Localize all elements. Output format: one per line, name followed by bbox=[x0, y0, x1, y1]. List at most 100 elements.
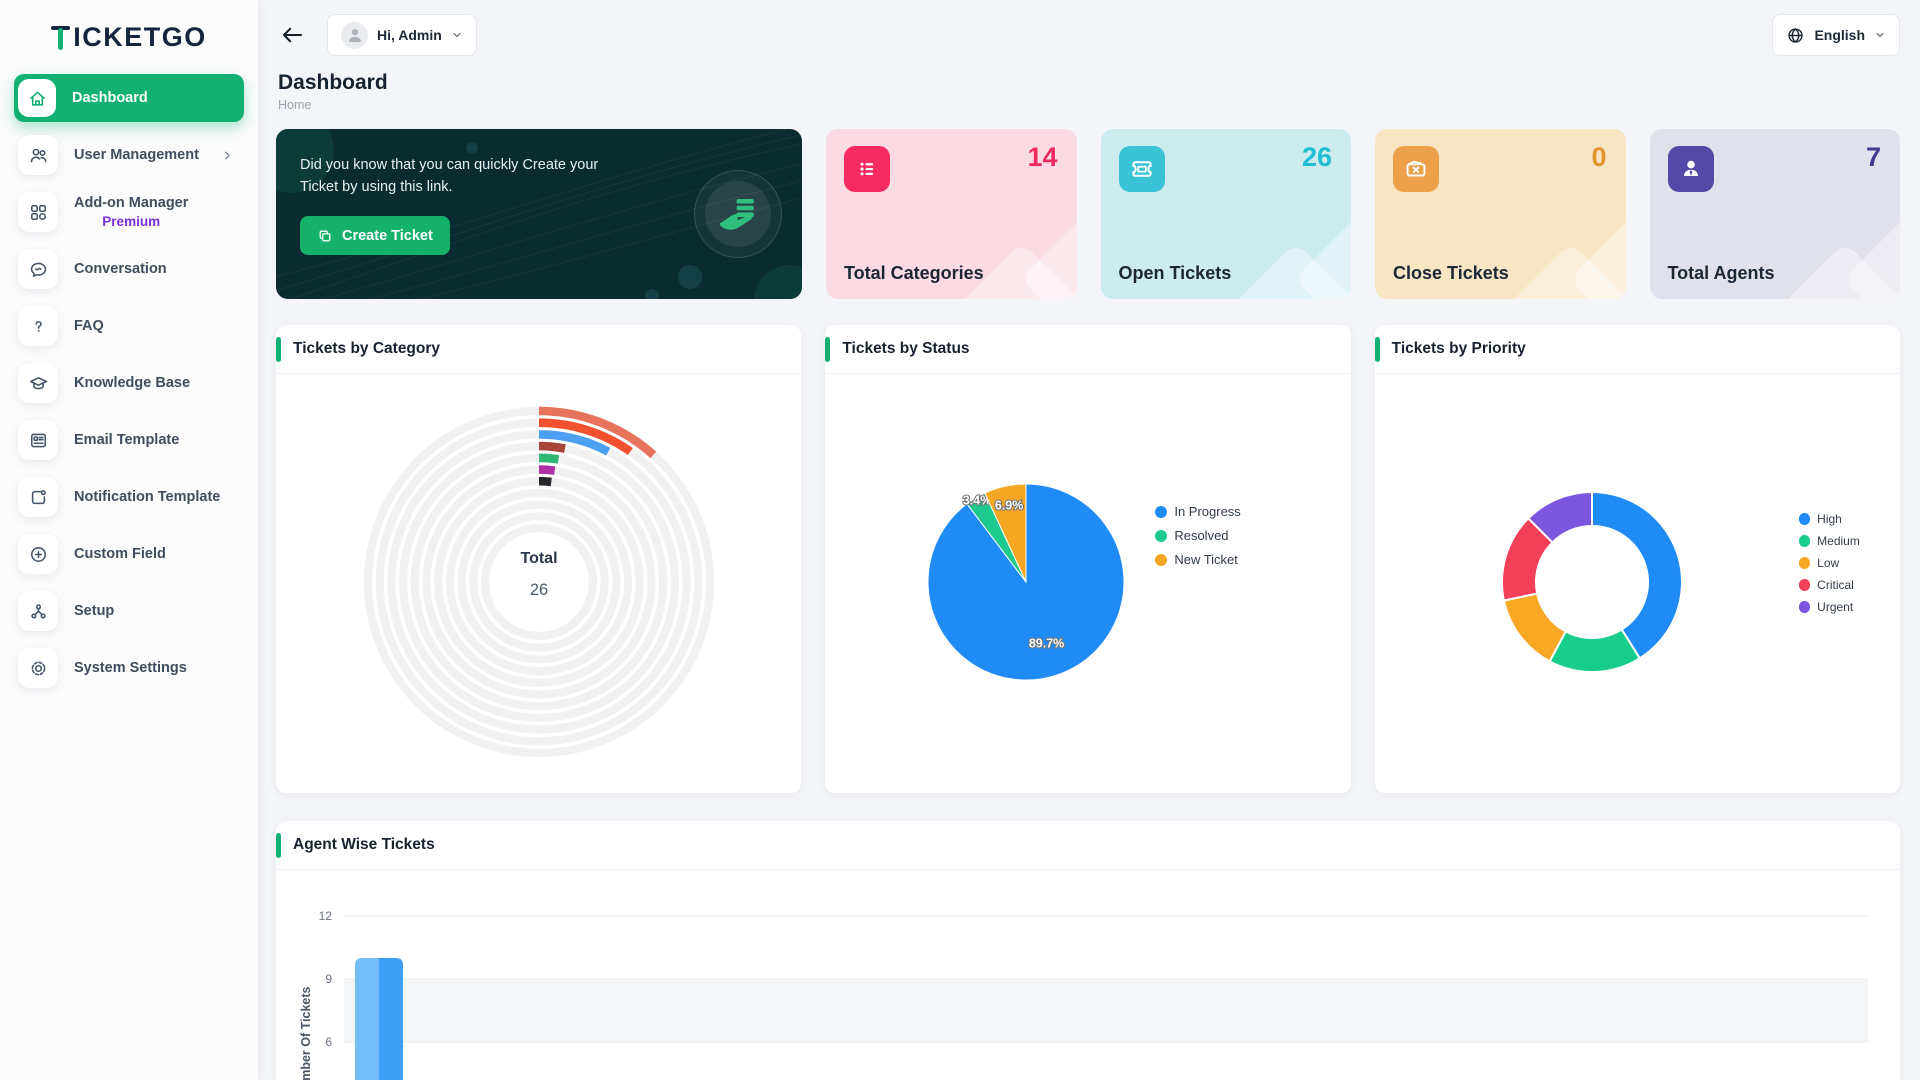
sidebar-item-label: Notification Template bbox=[74, 488, 221, 505]
stat-label: Close Tickets bbox=[1393, 263, 1509, 283]
breadcrumb[interactable]: Home bbox=[278, 98, 312, 112]
logo-text: ICKETGO bbox=[73, 21, 207, 52]
banner-decoration bbox=[276, 129, 802, 299]
notification-icon bbox=[31, 489, 46, 504]
card-decoration bbox=[1294, 194, 1351, 299]
sidebar-item-addon-manager[interactable]: Add-on Manager Premium bbox=[14, 188, 244, 236]
priority-legend: High Medium Low Critical Urgent bbox=[1798, 512, 1860, 622]
gear-icon-box bbox=[18, 648, 58, 688]
legend-item: In Progress bbox=[1155, 504, 1241, 519]
stat-label: Total Agents bbox=[1667, 263, 1775, 283]
create-ticket-button[interactable]: Create Ticket bbox=[300, 216, 450, 255]
sidebar-item-system-settings[interactable]: System Settings bbox=[14, 644, 244, 692]
sidebar-item-label: Email Template bbox=[74, 431, 180, 448]
svg-text:6.9%: 6.9% bbox=[995, 498, 1024, 512]
legend-item: Low bbox=[1798, 556, 1860, 570]
home-icon-box bbox=[18, 79, 56, 117]
sidebar-item-custom-field[interactable]: Custom Field bbox=[14, 530, 244, 578]
grid-icon bbox=[30, 204, 46, 220]
agent-icon bbox=[1667, 146, 1714, 192]
legend-label: Critical bbox=[1817, 578, 1854, 592]
legend-item: Critical bbox=[1798, 578, 1860, 592]
legend-dot bbox=[1798, 557, 1811, 569]
card-accent-bar bbox=[276, 833, 281, 858]
tickets-by-priority-chart: High Medium Low Critical Urgent bbox=[1375, 374, 1900, 793]
sidebar-item-label: Dashboard bbox=[72, 89, 148, 106]
sidebar-item-sublabel: Premium bbox=[102, 213, 161, 229]
plus-circle-icon bbox=[30, 546, 46, 562]
hub-icon-box bbox=[18, 591, 58, 631]
user-menu-button[interactable]: Hi, Admin bbox=[327, 14, 477, 56]
legend-label: Urgent bbox=[1817, 600, 1854, 614]
agent-wise-tickets-chart: 129630Number Of Tickets bbox=[276, 870, 1900, 1080]
main-content: Hi, Admin English Dashboard Home bbox=[258, 0, 1920, 1080]
summary-row: Did you know that you can quickly Create… bbox=[276, 129, 1900, 299]
card-tickets-by-priority: Tickets by Priority High Medium Low Critica… bbox=[1374, 325, 1900, 793]
card-decoration bbox=[1843, 194, 1900, 299]
legend-dot bbox=[1798, 579, 1811, 591]
stat-card-close-tickets: 0 Close Tickets bbox=[1375, 129, 1626, 299]
sidebar-item-label: Setup bbox=[74, 602, 115, 619]
ticket-icon bbox=[1118, 146, 1165, 192]
legend-item: Resolved bbox=[1155, 528, 1240, 543]
svg-text:12: 12 bbox=[319, 909, 333, 923]
home-icon bbox=[29, 91, 45, 106]
banner-message: Did you know that you can quickly Create… bbox=[300, 157, 599, 196]
sidebar-item-notification-template[interactable]: Notification Template bbox=[14, 473, 244, 521]
svg-text:3.4%: 3.4% bbox=[963, 493, 992, 507]
card-accent-bar bbox=[276, 337, 281, 362]
card-title: Tickets by Status bbox=[842, 340, 970, 357]
chat-icon bbox=[30, 262, 46, 277]
chevron-right-icon bbox=[225, 151, 230, 159]
back-button[interactable] bbox=[276, 20, 309, 50]
sidebar-item-faq[interactable]: FAQ bbox=[14, 302, 244, 350]
hub-icon bbox=[30, 603, 46, 618]
legend-label: In Progress bbox=[1174, 504, 1241, 519]
svg-text:6: 6 bbox=[325, 1035, 332, 1049]
legend-label: Medium bbox=[1817, 534, 1860, 548]
sidebar-menu: Dashboard User Management Add-on Manager Pr… bbox=[14, 74, 244, 692]
card-decoration bbox=[1568, 194, 1626, 299]
legend-dot bbox=[1798, 513, 1811, 525]
question-icon-box bbox=[18, 306, 58, 346]
app-logo: ICKETGO bbox=[14, 14, 244, 60]
card-accent-bar bbox=[1374, 337, 1380, 362]
sidebar-item-email-template[interactable]: Email Template bbox=[14, 416, 244, 464]
avatar bbox=[341, 21, 368, 49]
users-icon bbox=[30, 148, 46, 162]
stat-card-total-categories: 14 Total Categories bbox=[826, 129, 1077, 299]
stat-card-total-agents: 7 Total Agents bbox=[1649, 129, 1900, 299]
sidebar-item-dashboard[interactable]: Dashboard bbox=[14, 74, 244, 122]
user-menu-label: Hi, Admin bbox=[377, 27, 442, 43]
template-icon bbox=[30, 433, 46, 447]
grid-icon-box bbox=[18, 192, 58, 232]
status-legend: In Progress Resolved New Ticket bbox=[1155, 504, 1241, 576]
legend-item: Medium bbox=[1798, 534, 1860, 548]
sidebar-item-knowledge-base[interactable]: Knowledge Base bbox=[14, 359, 244, 407]
template-icon-box bbox=[18, 420, 58, 460]
legend-label: Resolved bbox=[1174, 528, 1229, 543]
sidebar-item-label: System Settings bbox=[74, 659, 187, 676]
sidebar-item-conversation[interactable]: Conversation bbox=[14, 245, 244, 293]
sidebar-item-label: Conversation bbox=[74, 260, 167, 277]
legend-item: High bbox=[1798, 512, 1860, 526]
legend-label: High bbox=[1817, 512, 1842, 526]
copy-icon bbox=[319, 230, 331, 241]
language-switcher[interactable]: English bbox=[1772, 14, 1900, 56]
chat-icon-box bbox=[18, 249, 58, 289]
tickets-by-category-chart: Total 26 bbox=[276, 374, 801, 793]
question-icon bbox=[34, 320, 42, 332]
card-tickets-by-status: Tickets by Status 89.7% 3.4% 6.9% In Progr… bbox=[825, 325, 1351, 793]
legend-item: Urgent bbox=[1798, 600, 1860, 614]
globe-icon bbox=[1788, 27, 1804, 43]
sidebar-item-setup[interactable]: Setup bbox=[14, 587, 244, 635]
sidebar-item-label: User Management bbox=[74, 146, 199, 163]
stat-card-open-tickets: 26 Open Tickets bbox=[1100, 129, 1351, 299]
stat-label: Open Tickets bbox=[1118, 263, 1232, 283]
sidebar-item-user-management[interactable]: User Management bbox=[14, 131, 244, 179]
hand-ticket-icon bbox=[694, 170, 782, 258]
card-title: Agent Wise Tickets bbox=[293, 836, 435, 853]
chevron-down-icon bbox=[1876, 32, 1884, 38]
stat-label: Total Categories bbox=[844, 263, 984, 283]
arrow-left-icon bbox=[282, 27, 303, 43]
